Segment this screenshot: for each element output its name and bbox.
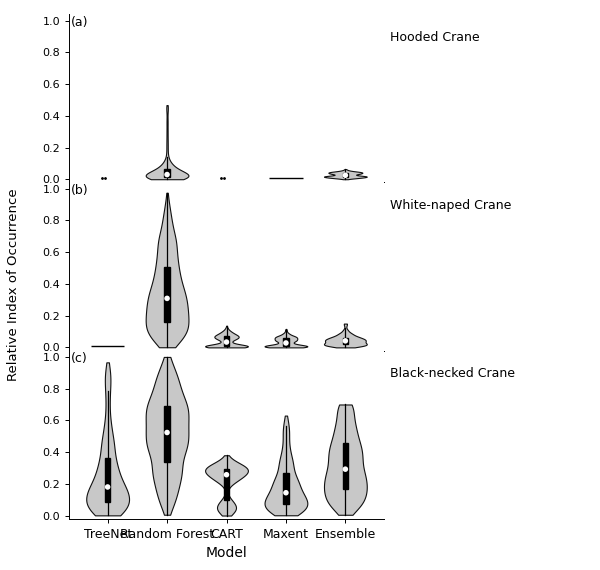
Bar [283, 339, 289, 347]
Point [341, 170, 350, 180]
Point [103, 482, 112, 491]
Bar [283, 473, 289, 504]
Bar [224, 469, 229, 500]
Text: Hooded Crane: Hooded Crane [390, 31, 479, 44]
Text: (a): (a) [71, 16, 88, 29]
Text: (c): (c) [71, 352, 88, 365]
Text: Black-necked Crane: Black-necked Crane [390, 367, 515, 380]
Point [222, 337, 232, 347]
Point [162, 428, 172, 437]
Point [281, 488, 291, 497]
Point [341, 336, 350, 345]
Bar [343, 443, 348, 489]
Bar [164, 169, 170, 177]
Text: Relative Index of Occurrence: Relative Index of Occurrence [7, 189, 20, 381]
X-axis label: Model: Model [206, 546, 247, 560]
Bar [164, 267, 170, 322]
Bar [343, 173, 348, 177]
Bar [224, 336, 229, 347]
Point [162, 170, 172, 179]
Bar [105, 458, 110, 502]
Point [281, 339, 291, 348]
Point [222, 470, 232, 479]
Point [341, 465, 350, 474]
Text: (b): (b) [71, 184, 88, 197]
Text: White-naped Crane: White-naped Crane [390, 199, 511, 212]
Bar [343, 337, 348, 344]
Point [162, 294, 172, 303]
Bar [164, 406, 170, 462]
